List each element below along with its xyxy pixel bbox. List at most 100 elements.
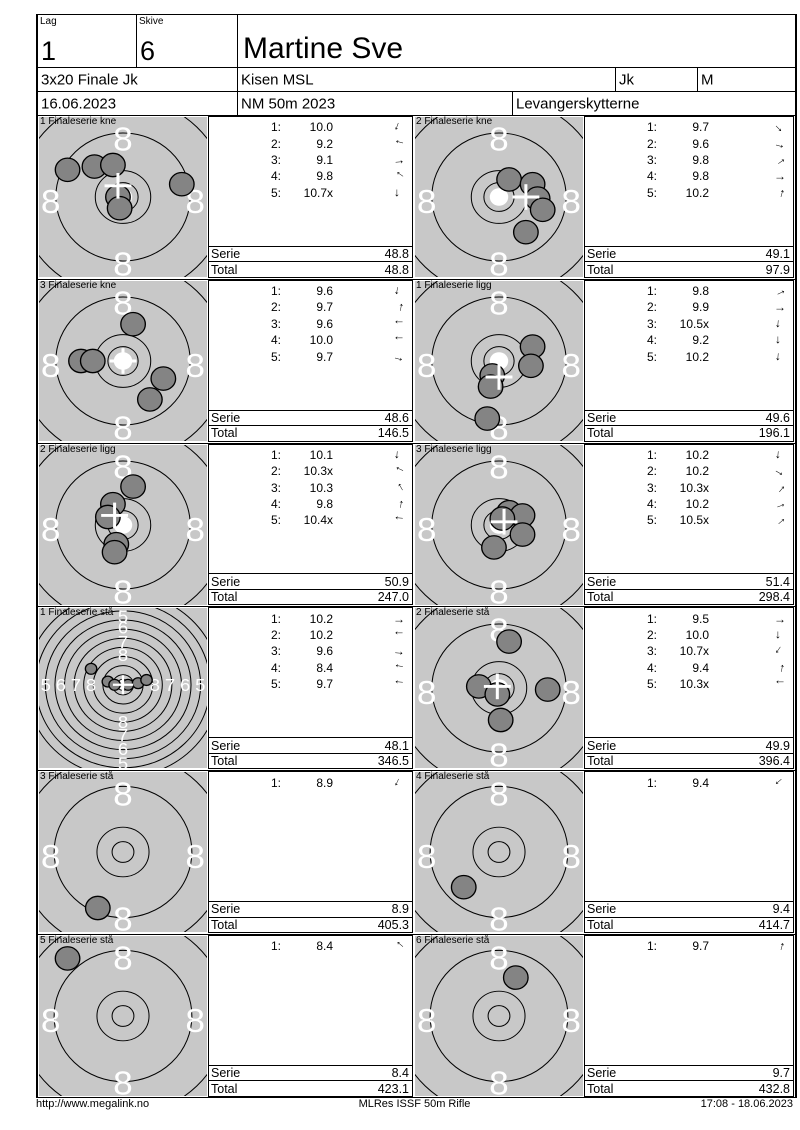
shot-direction-arrow-icon: → (773, 629, 787, 642)
shooter-name: Martine Sve (243, 32, 404, 65)
ring-number-8: 8 (561, 348, 581, 385)
score-panel: 1: 10.2 → 2: 10.2 → 3: 9.6 → 4: 8.4 → 5: 9.7 → Serie 4… (208, 607, 413, 770)
shot-row: 2: 10.0 → (585, 627, 793, 643)
shot-direction-arrow-icon: → (774, 611, 786, 626)
shot-direction-arrow-icon: → (392, 676, 406, 692)
shot-row: 5: 10.2 → (585, 348, 793, 364)
shot-number: 5: (646, 677, 657, 692)
shot-direction-arrow-icon: → (391, 348, 407, 365)
ring-number-8: 8 (41, 348, 61, 385)
ring-number-8: 8 (113, 246, 133, 277)
shot-value: 9.6 (692, 136, 709, 151)
shot-number: 4: (270, 497, 281, 512)
total-label: Total (587, 590, 614, 605)
target-svg: 88 88 (415, 608, 583, 769)
ring-number: 8 (86, 676, 96, 696)
ring-number-8: 8 (561, 675, 581, 712)
shot-direction-arrow-icon: → (391, 496, 407, 512)
ring-number: 6 (180, 676, 190, 696)
shot-direction-arrow-icon: → (770, 478, 790, 497)
total-row: Total 247.0 (209, 588, 412, 605)
total-label: Total (587, 1081, 614, 1096)
series-label: 6 Finaleserie stå (416, 935, 490, 947)
shot-value: 10.0 (685, 628, 709, 643)
ring-number: 7 (118, 726, 128, 746)
shot-hole (496, 167, 523, 192)
shot-row: 2: 9.2 → (209, 135, 412, 152)
shot-direction-arrow-icon: → (770, 511, 790, 530)
target-svg: 88 88 (39, 936, 207, 1097)
shot-list: 1: 9.7 → 2: 9.6 → 3: 9.8 → 4: 9.8 → 5: 10.2 → (585, 118, 793, 201)
shot-hole (529, 197, 556, 223)
total-value: 423.1 (377, 1081, 409, 1096)
shot-hole (54, 946, 81, 971)
shot-value: 9.8 (316, 169, 333, 184)
serie-value: 49.9 (765, 738, 790, 753)
shot-value: 9.2 (316, 136, 333, 151)
shot-hole (120, 473, 147, 499)
ring-number-8: 8 (561, 511, 581, 548)
ring-number-8: 8 (417, 511, 437, 548)
shot-direction-arrow-icon: → (774, 300, 786, 315)
shot-number: 5: (646, 513, 657, 528)
shot-hole (54, 157, 81, 183)
total-value: 432.8 (758, 1081, 790, 1096)
shot-direction-arrow-icon: → (390, 167, 408, 186)
shot-number: 2: (270, 628, 281, 643)
shot-direction-arrow-icon: → (773, 334, 787, 347)
score-panel: 1: 10.0 → 2: 9.2 → 3: 9.1 → 4: 9.8 → 5: 10.7x → Serie … (208, 116, 413, 278)
shot-hole (477, 374, 504, 399)
shot-row: 4: 10.2 → (585, 495, 793, 512)
ring-number-8: 8 (113, 1065, 133, 1096)
shot-row: 1: 8.4 → (209, 937, 412, 955)
shot-direction-arrow-icon: → (392, 512, 406, 528)
shot-number: 1: (646, 611, 657, 626)
shot-direction-arrow-icon: → (392, 152, 406, 168)
shot-value: 9.7 (692, 939, 709, 954)
shot-value: 8.4 (316, 660, 333, 675)
score-panel: 1: 9.8 → 2: 9.9 → 3: 10.5x → 4: 9.2 → 5: 10.2 → Serie … (584, 279, 794, 442)
series-cell: 6 Finaleserie stå 8 8 8 8 1: 9.7 → Serie 9.7 … (414, 935, 795, 1098)
shot-hole (450, 875, 477, 900)
shot-list: 1: 10.1 → 2: 10.3x → 3: 10.3 → 4: 9.8 → 5: 10.4x → (209, 447, 412, 529)
total-value: 298.4 (758, 590, 790, 605)
class-value: Jk (619, 71, 634, 88)
shot-number: 1: (270, 120, 281, 135)
shot-value: 10.3x (303, 464, 333, 479)
shot-hole (99, 152, 126, 178)
serie-label: Serie (587, 574, 617, 589)
shot-value: 10.2 (309, 611, 333, 626)
competition-cell: NM 50m 2023 (238, 92, 513, 115)
score-panel: 1: 9.7 → 2: 9.6 → 3: 9.8 → 4: 9.8 → 5: 10.2 → Serie 49… (584, 116, 794, 278)
shot-value: 9.6 (316, 644, 333, 659)
serie-label: Serie (211, 1066, 241, 1081)
shot-row: 1: 9.6 → (209, 283, 412, 299)
shot-number: 3: (646, 152, 657, 167)
shot-direction-arrow-icon: → (393, 611, 405, 626)
shot-value: 10.3x (679, 677, 709, 692)
series-label: 1 Finaleserie kne (40, 116, 117, 127)
serie-row: Serie 9.4 (585, 901, 793, 917)
shot-direction-arrow-icon: → (772, 135, 788, 152)
ring-number-8: 8 (489, 738, 509, 769)
ring-number: 8 (118, 713, 128, 733)
shot-hole (496, 629, 523, 655)
target-svg: 88 88 (39, 117, 207, 277)
series-label: 3 Finaleserie ligg (416, 443, 492, 455)
series-label: 4 Finaleserie stå (416, 771, 490, 783)
score-panel: 1: 9.7 → Serie 9.7 Total 432.8 (584, 935, 794, 1097)
shot-row: 5: 10.2 → (585, 185, 793, 201)
ring-number-8: 8 (417, 1003, 437, 1040)
shot-value: 10.5x (679, 513, 709, 528)
competition-name: NM 50m 2023 (241, 95, 336, 112)
target-svg: 88 88 (415, 444, 583, 605)
total-row: Total 414.7 (585, 916, 793, 933)
total-row: Total 298.4 (585, 588, 793, 605)
serie-value: 9.7 (772, 1066, 790, 1081)
